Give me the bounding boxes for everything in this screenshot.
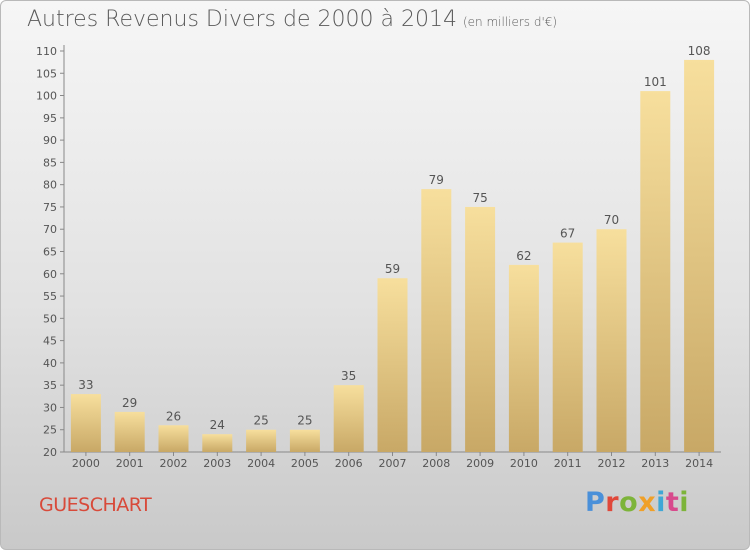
y-tick-label: 45 (43, 335, 57, 348)
data-label: 62 (516, 249, 531, 263)
data-label: 70 (604, 213, 619, 227)
logo-letter: i (679, 487, 690, 518)
x-tick-label: 2013 (641, 457, 669, 470)
y-tick-label: 25 (43, 424, 57, 437)
bar (202, 434, 233, 452)
x-tick-label: 2002 (160, 457, 188, 470)
logo-letter: t (665, 487, 680, 518)
y-tick-label: 70 (43, 223, 57, 236)
chart-title: Autres Revenus Divers de 2000 à 2014 (en … (27, 7, 557, 32)
logo-letter: P (585, 487, 606, 518)
data-label: 33 (78, 378, 93, 392)
logo-letter: i (656, 487, 666, 518)
data-label: 25 (297, 414, 312, 428)
x-tick-label: 2001 (116, 457, 144, 470)
x-tick-label: 2006 (335, 457, 363, 470)
bar (70, 394, 101, 452)
bar (246, 429, 277, 452)
bar (508, 264, 539, 452)
y-tick-label: 85 (43, 156, 57, 169)
x-tick-label: 2011 (554, 457, 582, 470)
bar (465, 206, 496, 452)
axes: 20 25 30 35 40 45 50 55 60 65 70 75 80 85 90 95 100 105 11… (36, 45, 721, 470)
bar (552, 242, 583, 452)
data-label: 25 (253, 414, 268, 428)
data-label: 108 (688, 44, 711, 58)
y-tick-label: 105 (36, 67, 57, 80)
chart-title-text: Autres Revenus Divers de 2000 à 2014 (27, 7, 457, 32)
logo-letter: o (619, 487, 639, 518)
x-tick-label: 2000 (72, 457, 100, 470)
y-tick-label: 75 (43, 201, 57, 214)
bars (70, 59, 715, 453)
y-tick-label: 100 (36, 90, 57, 103)
data-labels: 33 29 26 24 25 25 35 59 79 75 62 67 70 101 108 (78, 44, 710, 432)
data-label: 101 (644, 75, 667, 89)
bar (684, 59, 715, 453)
data-label: 59 (385, 262, 400, 276)
x-tick-label: 2012 (598, 457, 626, 470)
data-label: 26 (166, 409, 181, 423)
data-label: 24 (210, 418, 225, 432)
proxiti-logo: Proxiti (585, 487, 689, 518)
x-tick-label: 2008 (422, 457, 450, 470)
x-tick-label: 2007 (379, 457, 407, 470)
data-label: 35 (341, 369, 356, 383)
x-tick-label: 2003 (203, 457, 231, 470)
chart-subtitle: (en milliers d'€) (462, 15, 558, 29)
y-tick-label: 20 (43, 446, 57, 459)
bar (289, 429, 320, 452)
y-tick-label: 35 (43, 379, 57, 392)
bar (596, 229, 627, 452)
x-tick-label: 2010 (510, 457, 538, 470)
y-tick-label: 55 (43, 290, 57, 303)
bar (333, 385, 364, 452)
logo-letter: x (638, 487, 657, 518)
place-name: GUESCHART (39, 494, 152, 516)
x-tick-label: 2005 (291, 457, 319, 470)
y-tick-label: 65 (43, 246, 57, 259)
y-tick-label: 40 (43, 357, 57, 370)
y-tick-label: 50 (43, 312, 57, 325)
y-tick-label: 60 (43, 268, 57, 281)
y-tick-label: 110 (36, 45, 57, 58)
y-tick-label: 30 (43, 401, 57, 414)
data-label: 75 (472, 191, 487, 205)
y-tick-label: 80 (43, 179, 57, 192)
y-tick-label: 90 (43, 134, 57, 147)
x-tick-label: 2009 (466, 457, 494, 470)
y-tick-label: 95 (43, 112, 57, 125)
logo-letter: r (605, 487, 620, 518)
data-label: 29 (122, 396, 137, 410)
data-label: 67 (560, 227, 575, 241)
x-tick-label: 2004 (247, 457, 275, 470)
bar (377, 278, 408, 452)
bar (421, 189, 452, 452)
bar (158, 425, 189, 452)
x-tick-label: 2014 (685, 457, 713, 470)
bar (640, 91, 671, 452)
data-label: 79 (429, 173, 444, 187)
bar (114, 411, 145, 452)
